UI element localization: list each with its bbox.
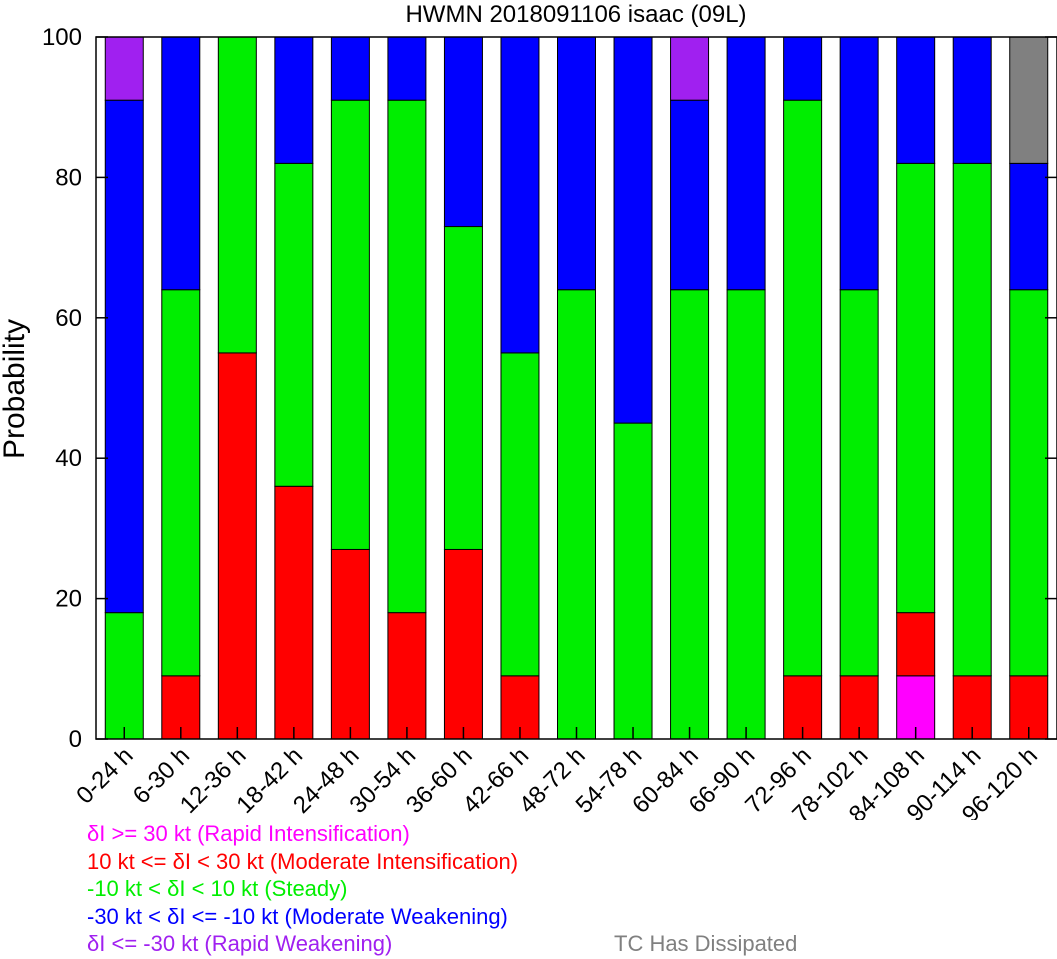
bar-segment — [952, 36, 992, 164]
legend-label: δI <= -30 kt (Rapid Weakening) — [87, 931, 393, 956]
y-tick-label: 60 — [55, 305, 82, 332]
y-axis-label: Probability — [0, 319, 31, 459]
legend-moderate-intensification: 10 kt <= δI < 30 kt (Moderate Intensific… — [87, 848, 1047, 876]
bar-segment — [161, 289, 201, 677]
y-tick-label: 80 — [55, 164, 82, 191]
legend-label: 10 kt <= δI < 30 kt (Moderate Intensific… — [87, 848, 519, 874]
bar-segment — [557, 36, 596, 291]
y-tick-label: 0 — [69, 726, 82, 753]
bar-segment — [726, 36, 766, 291]
bar-segment — [387, 36, 427, 101]
legend-moderate-weakening: -30 kt < δI <= -10 kt (Moderate Weakenin… — [87, 903, 1047, 931]
bar-segment — [330, 36, 370, 101]
bar-segment — [274, 485, 314, 740]
bar-segment — [896, 612, 936, 677]
legend-label: -10 kt < δI < 10 kt (Steady) — [87, 876, 348, 901]
bar-segment — [104, 612, 144, 740]
y-tick-label: 40 — [55, 445, 82, 472]
legend-label: δI >= 30 kt (Rapid Intensification) — [87, 821, 410, 846]
bar-segment — [726, 289, 766, 740]
bar-segment — [443, 36, 483, 228]
bar-segment — [952, 162, 992, 677]
bar-segment — [896, 36, 936, 164]
legend-steady: -10 kt < δI < 10 kt (Steady) — [87, 875, 1047, 903]
bar-segment — [161, 36, 201, 291]
bar-segment — [670, 289, 710, 740]
chart-title: HWMN 2018091106 isaac (09L) — [405, 1, 746, 28]
bar-segment — [839, 36, 879, 291]
bar-segment — [1009, 36, 1049, 164]
bar-segment — [330, 99, 370, 550]
bar-segment — [613, 422, 653, 740]
bar-segment — [274, 36, 314, 164]
bar-segment — [613, 36, 653, 424]
bar-segment — [274, 162, 314, 487]
bar-segment — [783, 36, 823, 101]
bar-segment — [500, 36, 540, 354]
bar-segment — [557, 289, 596, 740]
bar-segment — [443, 226, 483, 550]
legend-dissipated: TC Has Dissipated — [614, 931, 798, 956]
bar-segment — [217, 36, 257, 354]
legend-rapid-intensification: δI >= 30 kt (Rapid Intensification) — [87, 820, 1047, 848]
bar-segment — [1009, 162, 1049, 291]
probability-chart: HWMN 2018091106 isaac (09L) Probability … — [0, 1, 1057, 820]
bar-segment — [1009, 289, 1049, 677]
bar-group — [104, 36, 1049, 740]
legend: δI >= 30 kt (Rapid Intensification) 10 k… — [87, 820, 1047, 958]
bar-segment — [896, 162, 936, 614]
bar-segment — [104, 99, 144, 614]
bar-segment — [443, 548, 483, 740]
bar-segment — [839, 289, 879, 677]
bar-segment — [670, 99, 710, 291]
bar-segment — [783, 99, 823, 677]
bar-segment — [500, 352, 540, 677]
bar-segment — [670, 36, 710, 101]
y-tick-label: 20 — [55, 586, 82, 613]
bar-segment — [387, 612, 427, 740]
legend-label: -30 kt < δI <= -10 kt (Moderate Weakenin… — [87, 903, 508, 929]
bar-segment — [104, 36, 144, 101]
bar-segment — [217, 352, 257, 740]
bar-segment — [330, 548, 370, 740]
legend-rapid-weakening: δI <= -30 kt (Rapid Weakening) TC Has Di… — [87, 930, 1047, 958]
y-tick-label: 100 — [42, 24, 82, 51]
bar-segment — [387, 99, 427, 614]
